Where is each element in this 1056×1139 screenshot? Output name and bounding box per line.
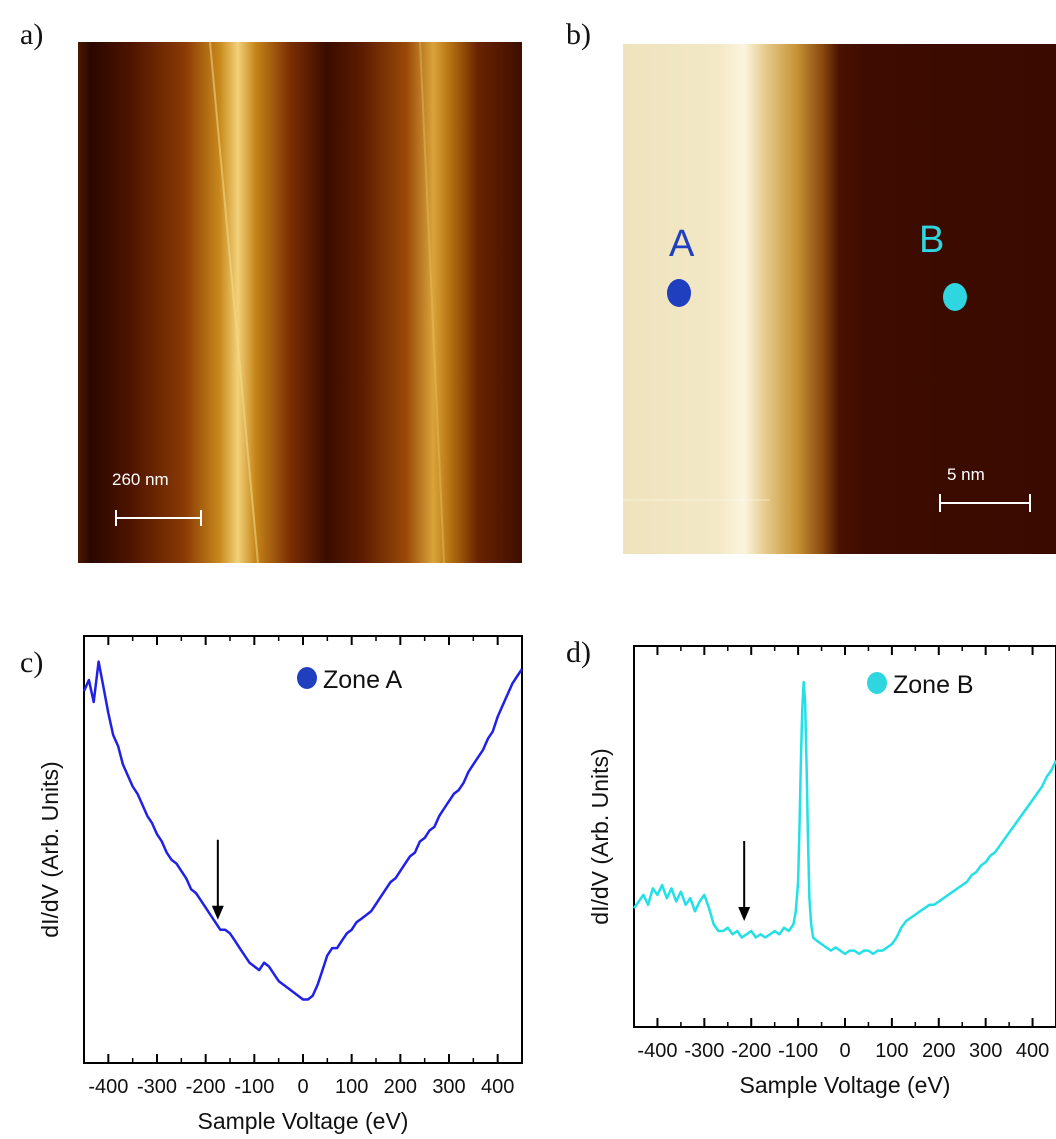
x-tick-label-d: 400 (1016, 1040, 1049, 1062)
marker-label-b: B (919, 219, 944, 261)
x-tick-label-d: -200 (731, 1040, 771, 1062)
x-tick-label-d: -100 (778, 1040, 818, 1062)
ridge-line-a2 (419, 41, 445, 564)
series-line-d (632, 680, 1056, 956)
x-tick-label-c: -300 (137, 1076, 177, 1098)
legend-marker-d (867, 672, 887, 694)
x-tick-label-c: -400 (88, 1076, 128, 1098)
y-axis-label-c: dI/dV (Arb. Units) (37, 761, 63, 937)
legend-marker-c (297, 667, 317, 689)
x-tick-label-d: 100 (875, 1040, 908, 1062)
marker-label-a: A (669, 223, 695, 265)
x-axis-label-d: Sample Voltage (eV) (740, 1072, 951, 1098)
annotation-arrow-head-d (738, 906, 751, 921)
scalebar-label-a: 260 nm (112, 470, 169, 489)
legend-label-d: Zone B (893, 671, 974, 699)
x-tick-label-c: 0 (297, 1076, 308, 1098)
plot-frame-d (633, 645, 1056, 1028)
x-tick-label-c: -100 (234, 1076, 274, 1098)
afm-image-b (623, 44, 1056, 554)
plot-c: -400 -300 -200 -100 0 100 200 300 400 Sample Volt… (37, 635, 524, 1134)
marker-dot-a (667, 279, 691, 307)
afm-image-a (78, 42, 522, 563)
annotation-arrow-head-c (211, 905, 224, 920)
panel-label-d: d) (566, 636, 591, 669)
x-tick-label-d: -400 (637, 1040, 677, 1062)
x-tick-label-d: -300 (684, 1040, 724, 1062)
x-tick-label-c: -200 (186, 1076, 226, 1098)
series-line-c (82, 660, 524, 1001)
x-tick-label-c: 400 (481, 1076, 514, 1098)
panel-label-c: c) (20, 646, 43, 679)
y-axis-label-d: dI/dV (Arb. Units) (587, 748, 613, 924)
ridge-line-a1 (209, 41, 259, 564)
panel-label-a: a) (20, 18, 43, 51)
x-tick-label-d: 200 (922, 1040, 955, 1062)
legend-label-c: Zone A (323, 666, 403, 694)
x-tick-label-d: 0 (839, 1040, 850, 1062)
marker-dot-b (943, 283, 967, 311)
plot-d: -400 -300 -200 -100 0 100 200 300 400 Sample Volt… (587, 645, 1056, 1098)
panel-label-b: b) (566, 18, 591, 51)
x-tick-label-d: 300 (969, 1040, 1002, 1062)
x-tick-label-c: 300 (432, 1076, 465, 1098)
x-axis-label-c: Sample Voltage (eV) (198, 1108, 409, 1134)
x-tick-label-c: 200 (384, 1076, 417, 1098)
scalebar-label-b: 5 nm (947, 465, 985, 484)
x-tick-label-c: 100 (335, 1076, 368, 1098)
